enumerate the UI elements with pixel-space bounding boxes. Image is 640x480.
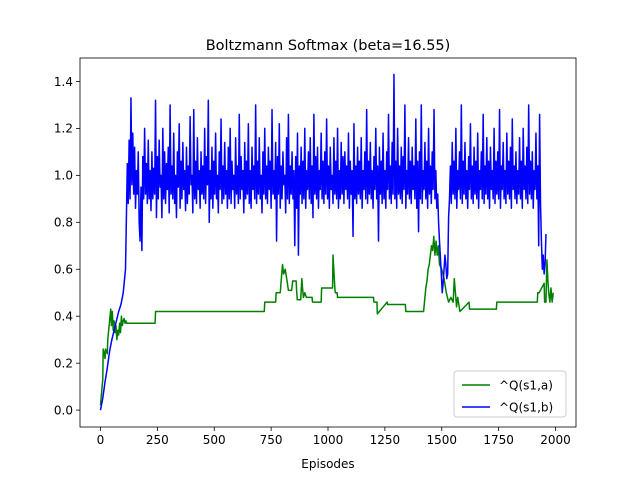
legend-label: ^Q(s1,a)	[499, 378, 553, 392]
y-tick-label: 0.0	[54, 403, 73, 417]
y-tick-label: 0.8	[54, 216, 73, 230]
chart-title: Boltzmann Softmax (beta=16.55)	[206, 38, 451, 54]
y-tick-label: 0.2	[54, 356, 73, 370]
x-axis-title: Episodes	[301, 457, 354, 471]
legend-label: ^Q(s1,b)	[499, 400, 553, 414]
x-tick-label: 1750	[483, 433, 514, 447]
legend: ^Q(s1,a) ^Q(s1,b)	[453, 370, 567, 418]
x-tick-label: 1000	[313, 433, 344, 447]
series-line-q-s1-b	[99, 73, 547, 411]
x-tick-label: 1500	[426, 433, 457, 447]
x-tick-label: 1250	[370, 433, 401, 447]
y-tick-label: 0.4	[54, 310, 73, 324]
series-line-q-s1-a	[99, 235, 554, 406]
x-tick-label: 500	[203, 433, 226, 447]
y-tick-label: 1.4	[54, 75, 73, 89]
y-axis: 0.0 0.2 0.4 0.6 0.8 1.0 1.2 1.4	[54, 75, 80, 417]
plot-series-group	[99, 73, 554, 411]
x-axis: 0 250 500 750 1000 1250 1500 1750 2000	[97, 427, 571, 447]
legend-box	[453, 370, 567, 418]
y-tick-label: 1.0	[54, 169, 73, 183]
y-tick-label: 1.2	[54, 122, 73, 136]
x-tick-label: 2000	[540, 433, 571, 447]
x-tick-label: 250	[146, 433, 169, 447]
x-tick-label: 0	[97, 433, 105, 447]
y-tick-label: 0.6	[54, 263, 73, 277]
x-tick-label: 750	[260, 433, 283, 447]
